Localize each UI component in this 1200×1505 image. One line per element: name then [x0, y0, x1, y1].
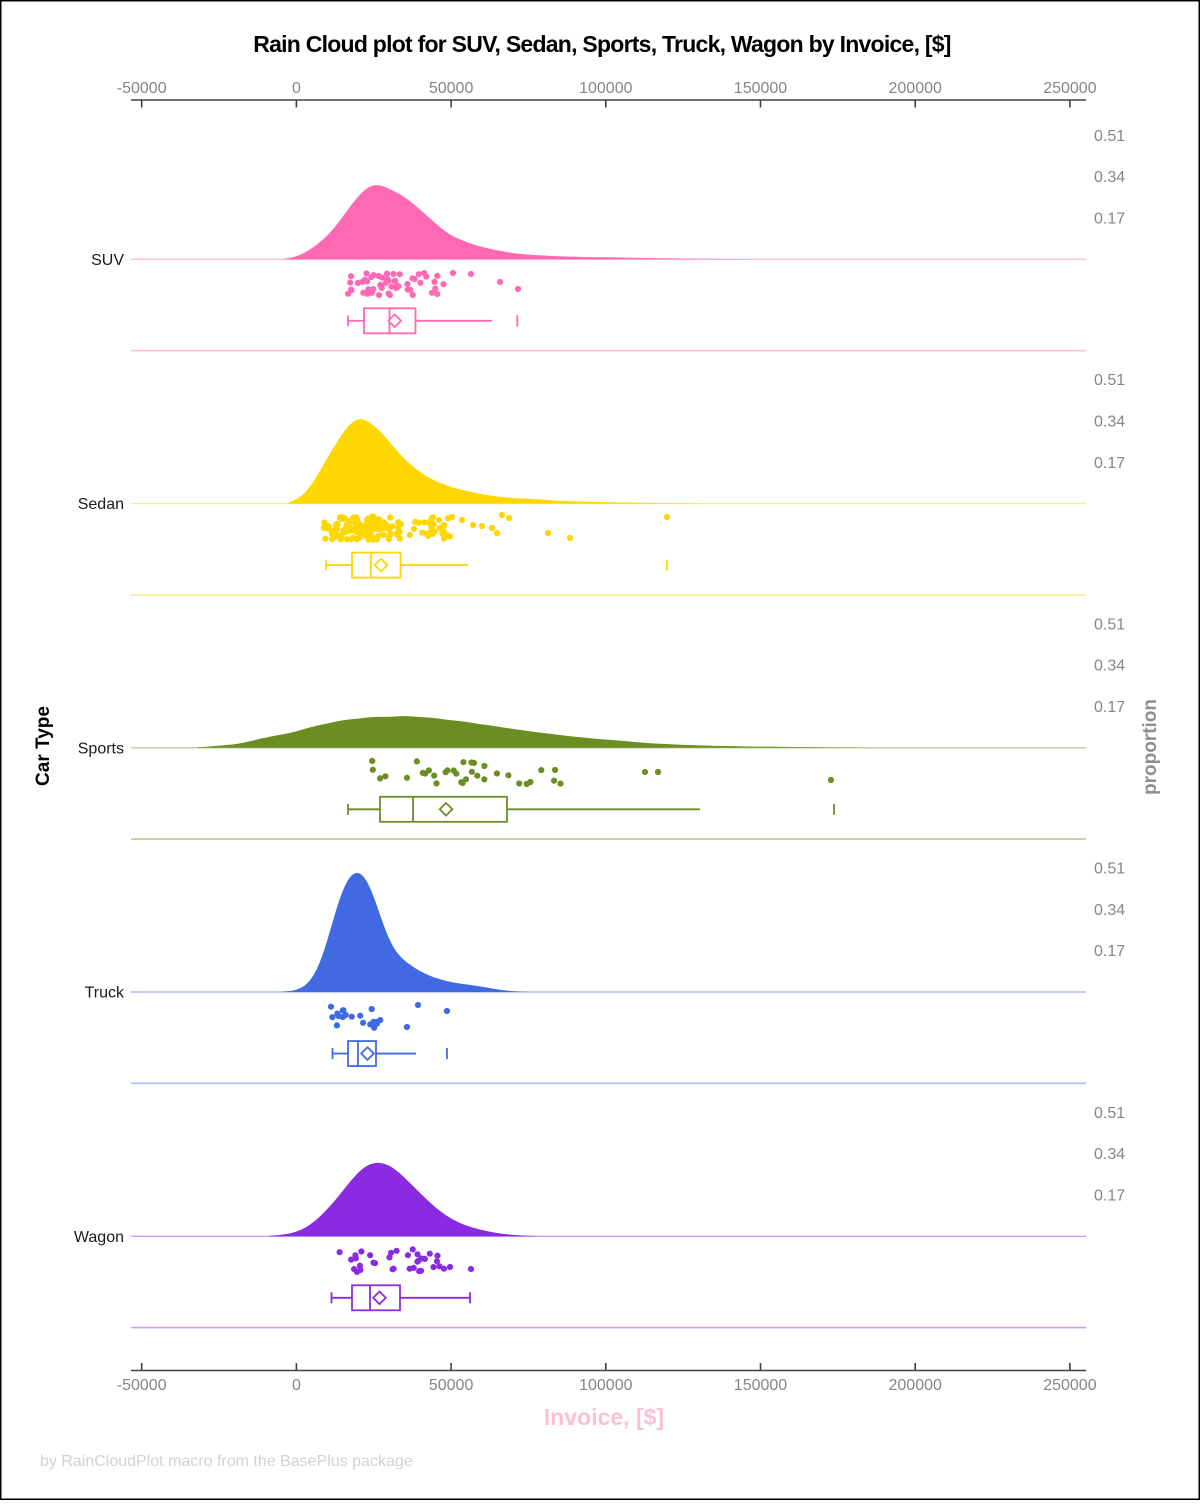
svg-text:SUV: SUV [91, 252, 124, 269]
svg-text:Sedan: Sedan [78, 496, 124, 513]
svg-text:Rain Cloud plot for SUV, Sedan: Rain Cloud plot for SUV, Sedan, Sports, … [253, 31, 951, 57]
svg-text:50000: 50000 [429, 80, 474, 97]
svg-text:0.34: 0.34 [1094, 414, 1125, 431]
svg-text:0.17: 0.17 [1094, 943, 1125, 960]
svg-text:50000: 50000 [429, 1377, 474, 1394]
svg-text:Sports: Sports [78, 740, 124, 757]
svg-text:0: 0 [292, 1377, 301, 1394]
svg-text:Truck: Truck [85, 985, 125, 1002]
svg-text:100000: 100000 [579, 80, 632, 97]
svg-text:150000: 150000 [734, 80, 787, 97]
svg-text:Wagon: Wagon [74, 1229, 124, 1246]
svg-text:0.17: 0.17 [1094, 455, 1125, 472]
svg-text:0.51: 0.51 [1094, 1105, 1125, 1122]
svg-text:200000: 200000 [889, 1377, 942, 1394]
svg-text:proportion: proportion [1140, 699, 1161, 795]
svg-text:0.34: 0.34 [1094, 658, 1125, 675]
svg-text:100000: 100000 [579, 1377, 632, 1394]
svg-text:200000: 200000 [889, 80, 942, 97]
svg-text:0.51: 0.51 [1094, 372, 1125, 389]
svg-text:0.17: 0.17 [1094, 699, 1125, 716]
svg-text:0.51: 0.51 [1094, 616, 1125, 633]
svg-text:0: 0 [292, 80, 301, 97]
svg-text:-50000: -50000 [117, 1377, 167, 1394]
svg-text:150000: 150000 [734, 1377, 787, 1394]
svg-text:0.34: 0.34 [1094, 1146, 1125, 1163]
svg-text:0.51: 0.51 [1094, 128, 1125, 145]
svg-text:0.34: 0.34 [1094, 902, 1125, 919]
svg-text:250000: 250000 [1043, 80, 1096, 97]
svg-text:0.34: 0.34 [1094, 169, 1125, 186]
svg-text:0.17: 0.17 [1094, 211, 1125, 228]
svg-text:250000: 250000 [1043, 1377, 1096, 1394]
svg-text:Car Type: Car Type [33, 706, 54, 786]
svg-text:0.17: 0.17 [1094, 1188, 1125, 1205]
svg-text:0.51: 0.51 [1094, 861, 1125, 878]
svg-text:-50000: -50000 [117, 80, 167, 97]
svg-text:by RainCloudPlot macro from th: by RainCloudPlot macro from the BasePlus… [40, 1453, 413, 1470]
svg-text:Invoice, [$]: Invoice, [$] [544, 1404, 664, 1430]
